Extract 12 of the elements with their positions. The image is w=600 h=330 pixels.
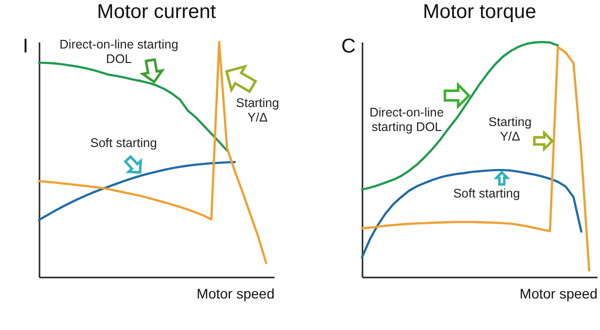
series-label: Starting Y/Δ [236,96,280,125]
series-label: Direct-on-line starting DOL [60,37,178,66]
x-axis-title: Motor speed [520,286,598,302]
series-label: Direct-on-line starting DOL [369,106,444,134]
series-label: Soft starting [453,186,520,201]
y-axis-title: C [341,36,356,58]
series-label: Starting Y/Δ [488,114,532,144]
chart-title: Motor current [97,1,216,23]
chart-title: Motor torque [422,1,536,23]
y-axis-title: I [22,36,28,58]
x-axis-title: Motor speed [196,286,274,302]
series-label: Soft starting [90,136,157,150]
